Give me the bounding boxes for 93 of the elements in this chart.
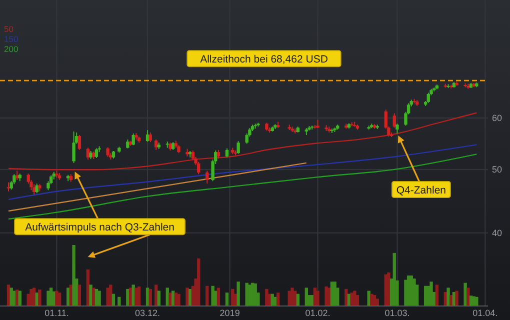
bar [89,284,92,306]
bar [134,288,138,306]
bar [197,258,200,306]
line-series [8,154,478,220]
bar [236,282,240,306]
bar [265,288,268,306]
candlestick [225,148,229,158]
x-tick-label: 03.12. [135,308,160,318]
bar [132,284,135,306]
bar [216,288,220,306]
text: 150 [4,34,18,44]
candlestick [106,146,110,158]
candlestick [78,134,82,150]
text: 50 [4,24,14,34]
bar [38,290,42,306]
bar [66,288,70,306]
text: 200 [4,44,18,54]
candlestick [94,148,98,158]
bar [15,290,19,306]
candlestick [154,139,158,150]
candlestick [426,92,430,104]
bar [446,288,450,306]
x-tick-label: 01.04. [472,308,498,318]
bar [324,286,328,306]
bar [106,288,110,306]
bar [424,286,428,306]
bar [186,288,189,306]
bar [188,288,192,306]
bar [245,282,248,306]
bar [350,292,354,306]
bar [118,296,121,306]
bar [58,292,62,306]
bar [98,290,101,306]
bar [30,288,33,306]
line-series [8,144,478,200]
ref-line-label: Allzeithoch bei 68,462 USD [200,54,328,66]
bar [254,283,257,306]
candlestick [396,123,399,134]
x-tick-label: 01.03. [384,308,410,318]
bar [154,284,158,306]
bar [78,284,82,306]
y-tick-label: 50 [492,164,502,175]
bar [430,282,433,306]
candlestick [72,131,76,164]
candlestick [146,130,150,142]
bar [404,280,408,306]
bar [475,296,478,306]
candlestick [32,184,36,195]
y-tick-label: 40 [492,228,502,238]
bar [435,284,439,306]
candlestick [132,133,135,146]
bar [211,286,214,306]
annotation: Aufwärtsimpuls nach Q3-Zahlen [25,222,175,234]
bar [148,288,152,306]
candlestick [392,112,396,128]
x-tick-label: 01.02. [305,308,330,318]
bar [455,290,458,306]
bar [177,294,180,306]
bar [328,288,331,306]
bar [32,288,36,306]
bar [10,288,13,306]
bar [412,278,416,306]
bar [466,288,470,306]
bar [370,294,374,306]
bar [109,284,112,306]
bar [276,292,280,306]
candlestick [6,182,10,192]
bar [55,290,58,306]
bar [464,282,467,306]
candlestick [236,140,240,154]
bar [146,288,150,306]
x-tick-label: 2019 [220,308,240,318]
bar [206,286,209,306]
bar [367,290,370,306]
bar [225,292,229,306]
bar [126,288,130,306]
y-tick-label: 60 [492,112,502,123]
bar [231,288,234,306]
annotation: Q4-Zahlen [396,184,446,197]
x-tick-label: 01.11. [44,308,69,318]
bar [376,298,379,306]
bar [92,288,96,306]
candlestick [197,161,200,175]
bar [387,272,390,306]
candlestick [206,170,209,184]
bar [137,286,141,306]
bar [316,290,320,306]
bar [168,292,172,306]
candlestick [15,170,19,181]
bar [72,245,76,306]
line-series [8,112,478,170]
bar [344,288,348,306]
candlestick [148,132,152,143]
